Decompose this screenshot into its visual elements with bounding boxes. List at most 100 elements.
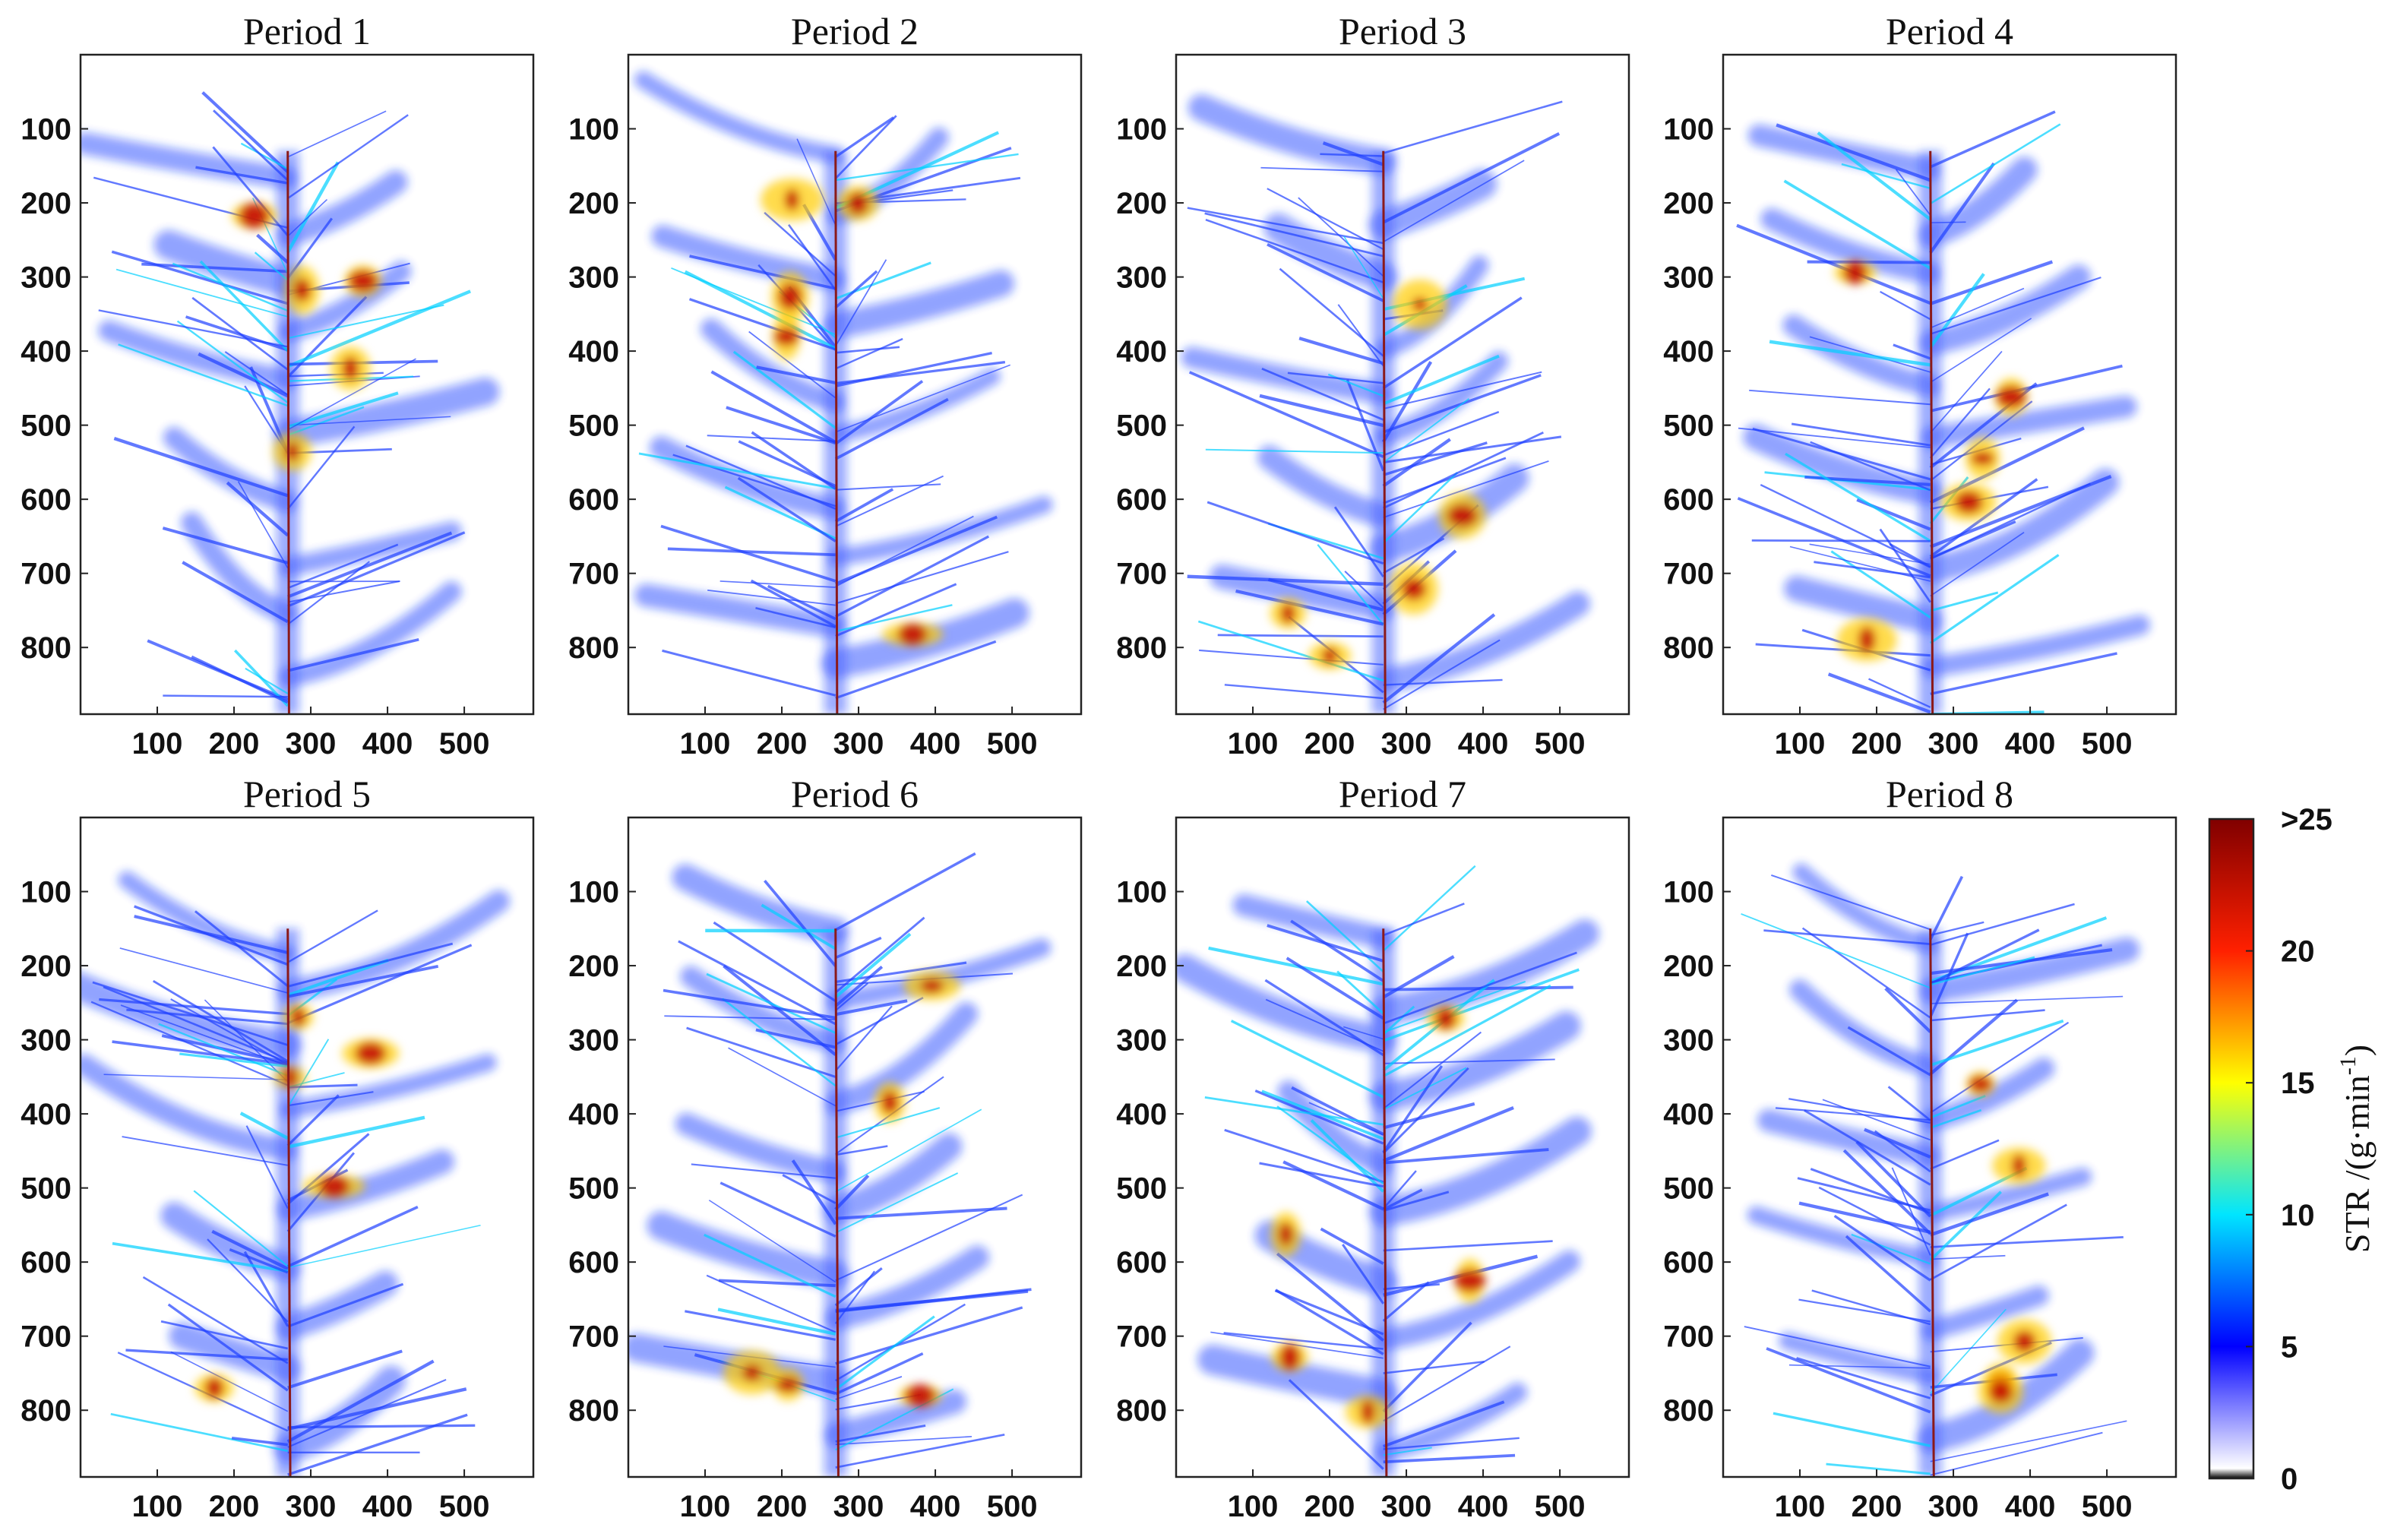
plot-frame <box>79 816 535 1478</box>
y-tick-label: 800 <box>21 1394 71 1428</box>
x-tick-label: 400 <box>1458 727 1509 761</box>
panel-5: Period 5 100 200 300 400 500 600 700 800 100 200 30… <box>21 773 535 1523</box>
y-tick-label: 700 <box>1663 558 1714 591</box>
plot-frame <box>1722 53 2177 716</box>
colorbar-tick-label: 0 <box>2281 1463 2298 1496</box>
x-tick-label: 100 <box>132 1490 183 1523</box>
y-tick-label: 200 <box>1116 950 1167 983</box>
x-tick-label: 200 <box>1852 1490 1902 1523</box>
colorbar-ticks: 0 5 10 15 20 >25 <box>2246 803 2332 1496</box>
y-tick-label: 400 <box>1116 1098 1167 1131</box>
panel-7: Period 7 100 200 300 400 500 600 700 800 100 200 30… <box>1116 773 1630 1523</box>
panel-title: Period 2 <box>791 10 919 52</box>
x-tick-label: 200 <box>209 727 260 761</box>
x-tick-label: 100 <box>1228 727 1279 761</box>
x-tick-label: 300 <box>1928 727 1979 761</box>
x-tick-label: 500 <box>987 727 1038 761</box>
y-tick-label: 800 <box>21 631 71 665</box>
y-tick-label: 600 <box>1663 483 1714 517</box>
y-tick-label: 500 <box>1116 1172 1167 1206</box>
x-tick-label: 200 <box>209 1490 260 1523</box>
colorbar-tick-label: >25 <box>2281 803 2332 836</box>
x-tick-label: 300 <box>833 1490 884 1523</box>
y-tick-label: 100 <box>1663 113 1714 147</box>
x-tick-label: 200 <box>1305 727 1355 761</box>
y-tick-label: 800 <box>568 1394 619 1428</box>
y-tick-label: 500 <box>568 1172 619 1206</box>
y-tick-label: 200 <box>21 187 71 220</box>
colorbar-gradient <box>2208 817 2255 1480</box>
y-tick-label: 300 <box>568 261 619 295</box>
y-tick-label: 800 <box>1663 1394 1714 1428</box>
y-tick-label: 200 <box>568 187 619 220</box>
y-tick-label: 500 <box>1663 410 1714 443</box>
y-tick-label: 500 <box>21 1172 71 1206</box>
y-tick-label: 500 <box>568 410 619 443</box>
plot-frame <box>79 53 535 716</box>
x-tick-label: 300 <box>833 727 884 761</box>
y-tick-label: 700 <box>1116 1320 1167 1354</box>
x-tick-label: 400 <box>362 727 413 761</box>
y-tick-label: 800 <box>1116 631 1167 665</box>
x-tick-label: 100 <box>680 1490 731 1523</box>
panel-3: Period 3 100 200 300 400 500 600 700 800 100 200 30… <box>1116 10 1630 761</box>
x-tick-label: 400 <box>2005 1490 2056 1523</box>
plot-frame <box>1175 53 1630 716</box>
x-tick-label: 100 <box>1228 1490 1279 1523</box>
y-tick-label: 700 <box>568 1320 619 1354</box>
y-tick-label: 600 <box>21 483 71 517</box>
y-tick-label: 700 <box>568 558 619 591</box>
y-tick-label: 500 <box>1663 1172 1714 1206</box>
x-tick-label: 300 <box>286 1490 337 1523</box>
panel-title: Period 5 <box>243 773 371 815</box>
y-tick-label: 400 <box>568 1098 619 1131</box>
panel-6: Period 6 100 200 300 400 500 600 700 800 100 200 30… <box>568 773 1083 1523</box>
y-tick-label: 400 <box>568 335 619 368</box>
colorbar-tick-label: 15 <box>2281 1067 2315 1100</box>
y-tick-label: 200 <box>21 950 71 983</box>
panel-title: Period 1 <box>243 10 371 52</box>
panels: Period 1 100 200 300 400 500 600 700 800 100 200 30… <box>21 10 2177 1523</box>
y-tick-label: 100 <box>21 113 71 147</box>
y-tick-label: 600 <box>1116 483 1167 517</box>
x-tick-label: 400 <box>910 1490 961 1523</box>
colorbar-label: STR /(g·min-1) <box>2335 1045 2377 1253</box>
heatmap-field <box>1741 863 2140 1477</box>
colorbar-tick-label: 5 <box>2281 1330 2298 1364</box>
x-tick-label: 300 <box>286 727 337 761</box>
x-tick-label: 500 <box>2082 1490 2133 1523</box>
panel-4: Period 4 100 200 300 400 500 600 700 800 100 200 30… <box>1663 10 2177 761</box>
y-tick-label: 200 <box>1663 950 1714 983</box>
x-tick-label: 400 <box>1458 1490 1509 1523</box>
y-tick-label: 200 <box>1116 187 1167 220</box>
heatmap-field <box>1736 110 2151 714</box>
heatmap-field <box>634 71 1053 714</box>
y-tick-label: 300 <box>1663 1024 1714 1058</box>
x-tick-label: 200 <box>1305 1490 1355 1523</box>
y-tick-label: 800 <box>1663 631 1714 665</box>
panel-8: Period 8 100 200 300 400 500 600 700 800 100 200 30… <box>1663 773 2177 1523</box>
y-tick-label: 100 <box>21 876 71 909</box>
y-tick-label: 700 <box>21 1320 71 1354</box>
x-tick-label: 400 <box>362 1490 413 1523</box>
colorbar-tick-label: 10 <box>2281 1199 2315 1232</box>
y-tick-label: 600 <box>1116 1246 1167 1279</box>
y-tick-label: 300 <box>1116 261 1167 295</box>
colorbar: 0 5 10 15 20 >25 STR /(g·min-1) <box>2208 803 2377 1496</box>
y-tick-label: 400 <box>21 1098 71 1131</box>
panel-title: Period 3 <box>1339 10 1466 52</box>
x-tick-label: 100 <box>1775 1490 1826 1523</box>
y-tick-label: 400 <box>21 335 71 368</box>
x-tick-label: 100 <box>1775 727 1826 761</box>
x-tick-label: 500 <box>1535 1490 1586 1523</box>
y-tick-label: 700 <box>21 558 71 591</box>
heatmap-field <box>81 91 500 714</box>
y-tick-label: 600 <box>21 1246 71 1279</box>
y-tick-label: 600 <box>568 483 619 517</box>
x-tick-label: 300 <box>1928 1490 1979 1523</box>
y-tick-label: 300 <box>21 261 71 295</box>
x-tick-label: 500 <box>987 1490 1038 1523</box>
panel-title: Period 8 <box>1886 773 2013 815</box>
x-tick-label: 500 <box>439 1490 490 1523</box>
plot-frame <box>1175 816 1630 1478</box>
